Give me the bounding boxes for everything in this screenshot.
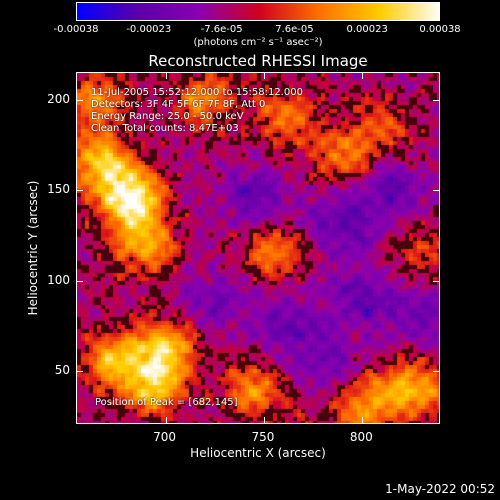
x-tick-label: 750 [251,430,275,444]
y-tick-mark [77,190,83,192]
x-tick-mark [263,417,265,423]
annotation-method-counts: Clean Total counts: 8.47E+03 [91,123,239,134]
y-tick-mark [77,100,83,102]
colorbar-tick-label: -7.6e-05 [200,24,243,35]
x-tick-mark [165,73,167,79]
annotation-energy-range: Energy Range: 25.0 - 50.0 keV [91,111,244,122]
colorbar-tick-label: 0.00038 [419,24,461,35]
x-tick-label: 800 [349,430,373,444]
colorbar-tick-label: -0.00038 [53,24,99,35]
y-tick-mark [77,370,83,372]
annotation-peak-position: Position of Peak = [682,145] [95,397,238,408]
x-tick-mark [165,417,167,423]
colorbar-unit-label: (photons cm⁻² s⁻¹ asec⁻²) [193,37,323,48]
annotation-detectors: Detectors: 3F 4F 5F 6F 7F 8F, Att 0 [91,99,266,110]
x-tick-mark [362,73,364,79]
colorbar-tick-label: 7.6e-05 [275,24,314,35]
x-tick-label: 700 [153,430,176,444]
colorbar-tick-label: 0.00023 [346,24,388,35]
y-tick-label: 200 [47,92,70,107]
timestamp: 1-May-2022 00:52 [385,482,495,496]
y-tick-label: 150 [47,182,70,197]
colorbar [76,2,440,21]
y-tick-mark [433,190,439,192]
x-tick-mark [362,417,364,423]
chart-title: Reconstructed RHESSI Image [148,52,368,70]
y-tick-mark [433,370,439,372]
colorbar-tick-label: -0.00023 [126,24,172,35]
y-tick-label: 50 [54,362,70,377]
y-tick-mark [433,280,439,282]
annotation-time-range: 11-Jul-2005 15:52:12.000 to 15:58:12.000 [91,87,303,98]
plot-area: 11-Jul-2005 15:52:12.000 to 15:58:12.000… [76,72,440,424]
y-tick-label: 100 [47,272,70,287]
y-tick-mark [433,100,439,102]
x-axis-label: Heliocentric X (arcsec) [190,446,326,460]
heatmap-image [77,73,439,423]
y-tick-mark [77,280,83,282]
x-tick-mark [263,73,265,79]
y-axis-label: Heliocentric Y (arcsec) [26,180,40,316]
